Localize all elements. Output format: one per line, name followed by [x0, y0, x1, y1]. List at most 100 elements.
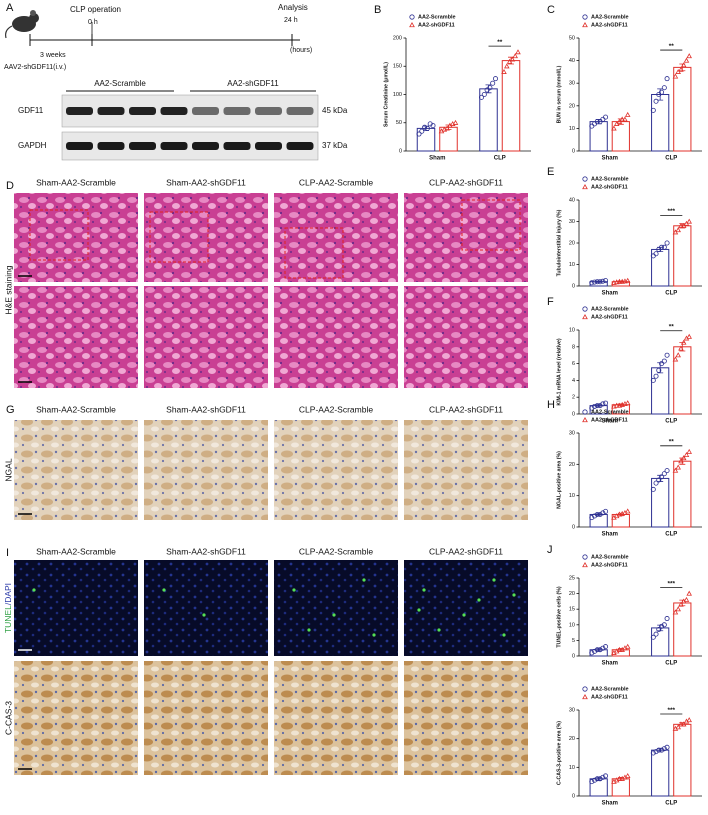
legend-label: AA2-shGDF11: [591, 562, 628, 568]
bar: [651, 477, 670, 528]
legend-label: AA2-Scramble: [591, 14, 629, 20]
y-tick-label: 2: [572, 395, 575, 401]
data-point: [656, 626, 662, 632]
data-point: [594, 119, 600, 125]
data-point: [597, 647, 603, 653]
legend-label: AA2-Scramble: [591, 176, 629, 182]
roi-box: [461, 199, 521, 251]
micrograph-title: CLP-AA2-Scramble: [299, 177, 373, 187]
data-point: [624, 277, 631, 283]
data-point: [603, 278, 609, 284]
y-tick-label: 25: [569, 575, 575, 581]
row-label: H&E staining: [3, 265, 13, 314]
micrograph: [404, 661, 528, 775]
data-point: [659, 89, 665, 95]
legend-label: AA2-shGDF11: [591, 417, 628, 423]
blot-band: [192, 107, 219, 115]
micrograph-title: CLP-AA2-shGDF11: [429, 404, 503, 414]
data-point: [672, 609, 679, 615]
data-point: [664, 240, 670, 246]
blot-band: [286, 107, 314, 115]
timeline-event: CLP operation: [70, 5, 121, 14]
data-point: [686, 590, 692, 596]
y-axis-label: TUNEL-positive cells (%): [556, 586, 562, 647]
data-point: [603, 400, 609, 406]
data-point: [664, 352, 670, 358]
data-point: [686, 333, 692, 339]
data-point: [624, 508, 631, 514]
bar: [673, 460, 692, 528]
legend-marker: [409, 21, 415, 28]
panel-label: D: [6, 180, 14, 192]
y-tick-label: 40: [569, 58, 575, 64]
micrograph: [404, 286, 528, 388]
legend-label: AA2-Scramble: [591, 554, 629, 560]
timeline-unit: (hours): [290, 47, 312, 54]
data-point: [600, 774, 606, 780]
significance-label: **: [669, 43, 675, 50]
x-tick-label: CLP: [665, 661, 677, 667]
micrograph: [14, 661, 138, 775]
blot-band: [192, 142, 219, 150]
tunel-signal: [292, 588, 296, 592]
panel-label: I: [6, 547, 9, 559]
mouse-icon: [30, 10, 36, 16]
blot-band: [223, 142, 251, 150]
y-axis-label: NGAL-positive area (%): [556, 451, 562, 509]
blot-band: [129, 142, 156, 150]
data-point: [416, 131, 422, 137]
data-point: [600, 278, 606, 284]
micrograph-title: CLP-AA2-shGDF11: [429, 546, 503, 556]
data-point: [501, 68, 507, 74]
error-bar: [657, 362, 664, 374]
data-point: [592, 279, 598, 285]
legend-marker: [582, 306, 588, 312]
data-point: [678, 458, 684, 464]
data-point: [611, 125, 617, 131]
x-tick-label: CLP: [665, 419, 677, 425]
y-axis-label: Tubulointerstitial injury (%): [556, 209, 562, 276]
data-point: [592, 777, 598, 783]
data-point: [619, 116, 625, 122]
blot-band: [97, 142, 125, 150]
data-point: [430, 123, 436, 129]
micrograph: [274, 661, 398, 775]
bar: [673, 225, 692, 287]
y-tick-label: 30: [569, 81, 575, 87]
y-tick-label: 30: [569, 219, 575, 225]
y-tick-label: 150: [393, 64, 402, 70]
y-axis-label: KIM-1 mRNA level (relative): [556, 338, 562, 406]
legend-marker: [582, 561, 588, 568]
x-tick-label: CLP: [665, 532, 677, 538]
significance-label: ***: [667, 580, 675, 587]
y-tick-label: 20: [569, 240, 575, 246]
data-point: [664, 616, 670, 622]
data-point: [653, 98, 659, 104]
x-tick-label: Sham: [429, 156, 445, 162]
tunel-signal: [492, 578, 496, 582]
roi-box: [284, 227, 344, 279]
data-point: [686, 53, 692, 59]
row-label: TUNEL/DAPI: [3, 583, 13, 633]
y-tick-label: 8: [572, 344, 575, 350]
micrograph-title: Sham-AA2-Scramble: [36, 546, 116, 556]
y-axis-label: BUN in serum (mmol/L): [556, 65, 562, 123]
data-point: [686, 218, 692, 224]
panel-label: E: [547, 166, 554, 178]
micrograph: [144, 560, 268, 656]
data-point: [594, 403, 600, 409]
data-point: [600, 645, 606, 651]
micrograph-title: CLP-AA2-Scramble: [299, 546, 373, 556]
data-point: [672, 467, 679, 473]
data-point: [589, 779, 595, 785]
bar: [589, 121, 608, 152]
panel-label: J: [547, 544, 553, 556]
legend-label: AA2-Scramble: [591, 306, 629, 312]
micrograph: [404, 560, 528, 656]
blot-group: AA2-shGDF11: [227, 79, 279, 88]
micrograph-title: Sham-AA2-shGDF11: [166, 404, 246, 414]
data-point: [422, 124, 428, 130]
legend-label: AA2-shGDF11: [591, 694, 628, 700]
blot-band: [286, 142, 314, 150]
micrograph-title: Sham-AA2-shGDF11: [166, 177, 246, 187]
